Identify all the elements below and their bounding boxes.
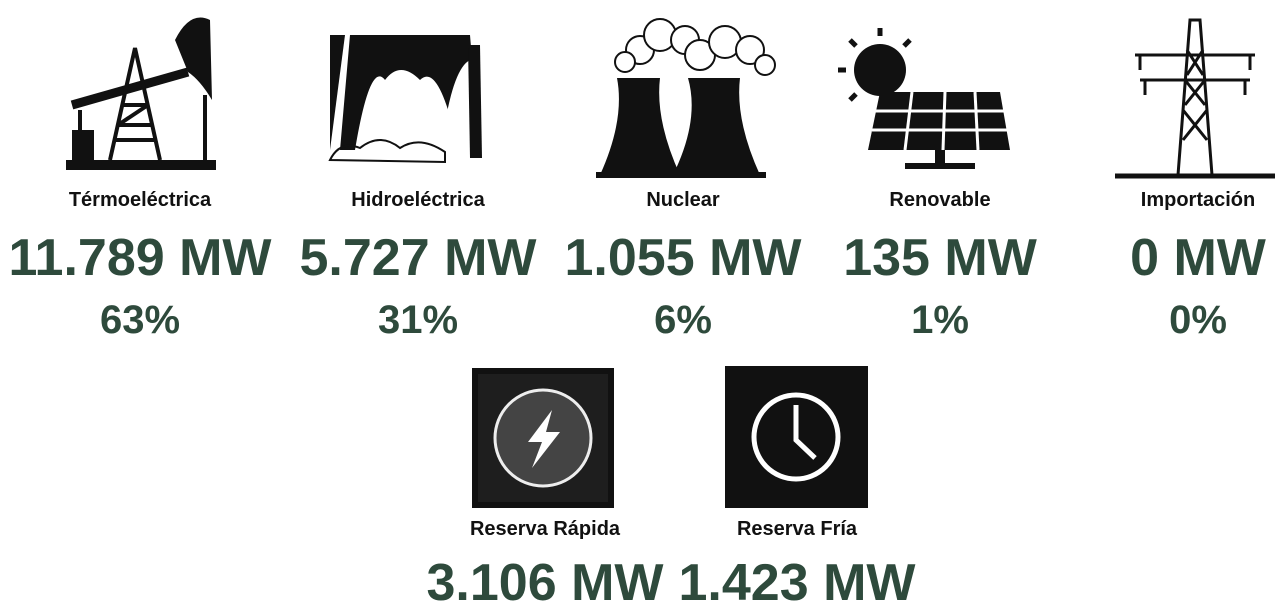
source-value: 0 MW [1130,229,1266,287]
cold-reserve-icon [725,366,868,508]
source-share: 1% [911,298,969,342]
source-value: 135 MW [843,229,1037,287]
source-label: Nuclear [646,189,720,211]
solar-icon [838,28,1010,169]
source-share: 0% [1169,298,1227,342]
source-value: 11.789 MW [8,229,272,287]
reserve-value: 1.423 MW [678,554,916,612]
dam-icon [328,35,482,164]
reserve-label: Reserva Rápida [469,518,621,540]
source-label: Importación [1140,189,1256,211]
source-value: 1.055 MW [564,229,802,287]
pumpjack-icon [66,17,216,170]
source-share: 31% [377,298,459,342]
source-label: Renovable [889,189,991,211]
tower-icon [1115,18,1275,179]
source-share: 6% [654,298,712,342]
fast-reserve-icon [472,368,614,508]
source-value: 5.727 MW [299,229,537,287]
nuclear-icon [596,18,776,178]
source-label: Térmoeléctrica [68,189,212,211]
reserve-label: Reserva Fría [736,518,858,540]
source-share: 63% [99,298,181,342]
source-label: Hidroeléctrica [351,189,485,211]
